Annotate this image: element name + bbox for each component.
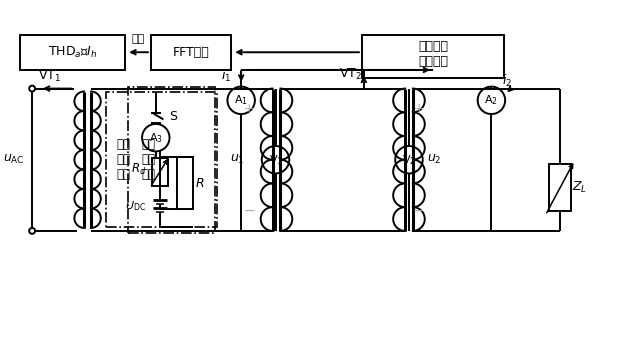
Bar xyxy=(106,92,216,227)
Text: THD$_a$、$I_h$: THD$_a$、$I_h$ xyxy=(48,45,97,60)
Circle shape xyxy=(262,146,289,173)
Circle shape xyxy=(227,87,255,114)
Text: $Z_L$: $Z_L$ xyxy=(572,180,588,195)
Text: $i_2$: $i_2$ xyxy=(502,73,512,89)
Bar xyxy=(20,35,125,70)
Text: +: + xyxy=(244,102,254,115)
Text: A$_3$: A$_3$ xyxy=(149,131,163,145)
Text: 直流
注入
模块: 直流 注入 模块 xyxy=(141,138,155,181)
Text: A$_1$: A$_1$ xyxy=(234,93,248,107)
Text: −: − xyxy=(413,204,424,218)
Bar xyxy=(128,87,214,233)
Circle shape xyxy=(142,124,170,152)
Text: $R_d$: $R_d$ xyxy=(131,161,146,176)
Text: V$_1$: V$_1$ xyxy=(269,153,282,167)
Bar xyxy=(362,35,504,78)
Bar xyxy=(177,157,193,209)
Text: −: − xyxy=(243,204,255,218)
Text: $U_{\mathrm{DC}}$: $U_{\mathrm{DC}}$ xyxy=(125,199,146,213)
Text: $u_2$: $u_2$ xyxy=(428,153,442,166)
Text: $i_1$: $i_1$ xyxy=(221,68,231,84)
Text: S: S xyxy=(170,109,177,122)
Circle shape xyxy=(477,87,505,114)
Text: V$_2$: V$_2$ xyxy=(402,153,416,167)
Circle shape xyxy=(29,86,35,92)
Text: VT$_1$: VT$_1$ xyxy=(38,69,61,84)
Text: 直流
注入
模块: 直流 注入 模块 xyxy=(116,138,131,181)
Text: VT$_2$: VT$_2$ xyxy=(339,67,362,82)
Text: 励磁电流
辨识模块: 励磁电流 辨识模块 xyxy=(418,40,448,68)
Bar xyxy=(549,164,571,211)
Text: A$_2$: A$_2$ xyxy=(484,93,499,107)
Circle shape xyxy=(396,146,422,173)
Text: $R$: $R$ xyxy=(195,177,205,190)
Text: +: + xyxy=(413,102,424,115)
Text: FFT模块: FFT模块 xyxy=(173,46,209,59)
Text: $u_1$: $u_1$ xyxy=(230,153,245,166)
Text: 输出: 输出 xyxy=(131,34,145,43)
Bar xyxy=(151,35,231,70)
Text: $u_{\mathrm{AC}}$: $u_{\mathrm{AC}}$ xyxy=(3,153,24,166)
Bar xyxy=(152,158,168,186)
Circle shape xyxy=(29,228,35,234)
